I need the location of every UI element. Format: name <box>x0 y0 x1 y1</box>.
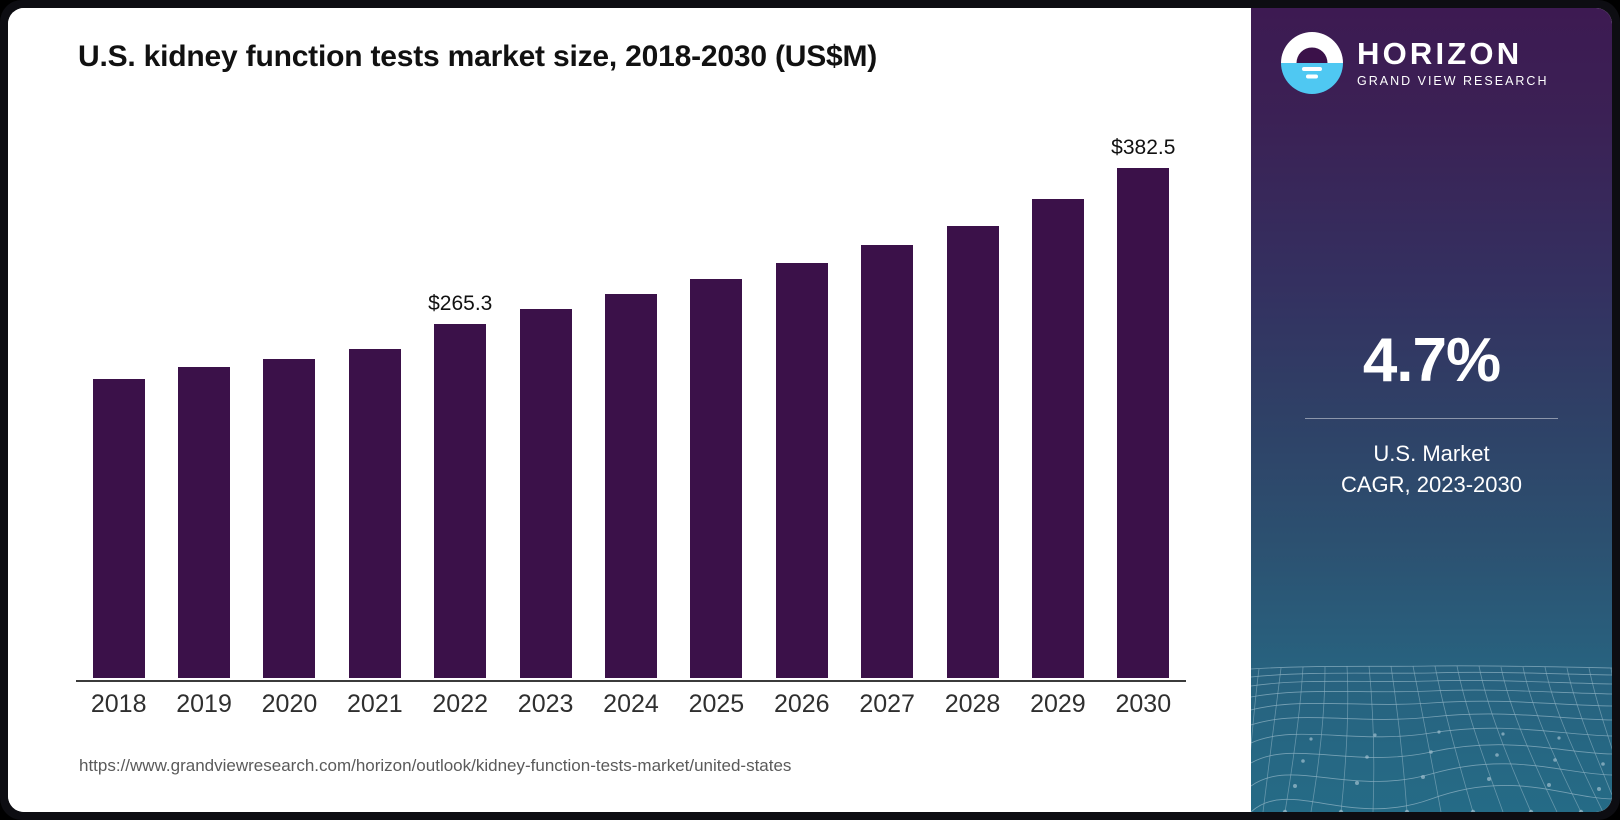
x-tick-2026: 2026 <box>773 690 830 718</box>
x-tick-2021: 2021 <box>347 690 403 718</box>
wireframe-mesh-icon <box>1251 665 1612 812</box>
bar-2028 <box>946 226 999 678</box>
bar-column <box>92 118 145 678</box>
x-tick-2018: 2018 <box>90 690 147 718</box>
source-url-link[interactable]: https://www.grandviewresearch.com/horizo… <box>79 756 792 775</box>
bar-2024 <box>605 294 657 678</box>
x-tick-2025: 2025 <box>688 690 745 718</box>
bar-2020 <box>263 358 316 678</box>
x-tick-2023: 2023 <box>517 690 574 718</box>
bar-column <box>861 118 914 678</box>
x-tick-2019: 2019 <box>176 690 232 718</box>
brand-sidebar: HORIZON GRAND VIEW RESEARCH 4.7% U.S. Ma… <box>1251 8 1612 812</box>
bar-column: $382.5 <box>1111 118 1175 678</box>
bar-2025 <box>690 278 743 678</box>
brand-tagline: GRAND VIEW RESEARCH <box>1357 74 1549 89</box>
x-tick-2027: 2027 <box>859 690 915 718</box>
chart-card: U.S. kidney function tests market size, … <box>8 8 1612 812</box>
x-tick-2024: 2024 <box>603 690 659 718</box>
bar-column <box>946 118 999 678</box>
wireframe-terrain-graphic <box>1251 597 1612 812</box>
bar-2018 <box>92 378 145 678</box>
bar-column <box>263 118 316 678</box>
bar-column <box>178 118 231 678</box>
page-title: U.S. kidney function tests market size, … <box>78 40 878 73</box>
x-tick-2029: 2029 <box>1030 690 1086 718</box>
divider <box>1305 418 1558 419</box>
cagr-value: 4.7% <box>1362 326 1501 395</box>
bar-column <box>775 118 828 678</box>
bar-2023 <box>519 309 572 678</box>
bar-column: $265.3 <box>428 118 492 678</box>
x-tick-2028: 2028 <box>944 690 1001 718</box>
x-axis-line <box>76 680 1186 682</box>
bar-value-label-2030: $382.5 <box>1111 136 1176 159</box>
bar-2022: $265.3 <box>428 292 492 678</box>
bar-column <box>1031 118 1084 678</box>
bar-2029 <box>1031 199 1084 678</box>
cagr-caption-period: CAGR, 2023-2030 <box>1341 472 1522 498</box>
bar-2021 <box>348 349 401 678</box>
x-tick-2020: 2020 <box>261 690 318 718</box>
bar-2026 <box>775 262 828 678</box>
bar-column <box>519 118 572 678</box>
cagr-callout: 4.7% U.S. Market CAGR, 2023-2030 <box>1251 330 1612 500</box>
x-tick-2022: 2022 <box>432 690 489 718</box>
horizon-sunrise-logo-icon <box>1281 32 1343 94</box>
bar-plot: $265.3 $382.5 <box>76 118 1186 678</box>
brand-logo: HORIZON GRAND VIEW RESEARCH <box>1281 32 1549 94</box>
bar-column <box>690 118 743 678</box>
bar-2030: $382.5 <box>1111 136 1175 678</box>
bar-column <box>605 118 657 678</box>
bar-column <box>348 118 401 678</box>
brand-wordmark: HORIZON GRAND VIEW RESEARCH <box>1357 35 1549 89</box>
cagr-caption-market: U.S. Market <box>1373 441 1490 466</box>
brand-name: HORIZON <box>1357 35 1523 71</box>
bar-2019 <box>178 367 231 678</box>
bar-2027 <box>861 245 914 678</box>
x-tick-2030: 2030 <box>1115 690 1172 718</box>
chart-region: U.S. kidney function tests market size, … <box>8 8 1251 812</box>
bar-value-label-2022: $265.3 <box>428 292 493 316</box>
